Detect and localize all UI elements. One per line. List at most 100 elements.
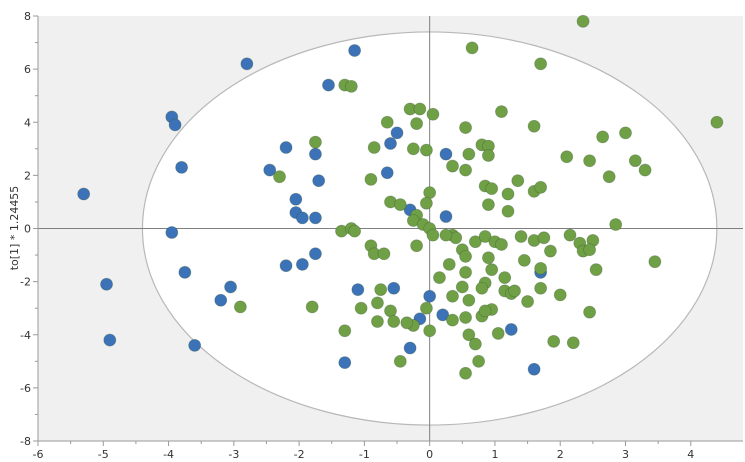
data-point-series-1 (527, 362, 541, 376)
data-point-series-2 (387, 315, 401, 328)
data-point-series-1 (168, 118, 182, 132)
data-point-series-1 (403, 341, 417, 355)
data-point-series-2 (433, 271, 446, 285)
data-point-series-2 (619, 126, 632, 140)
x-tick-label: 2 (557, 448, 564, 461)
data-point-series-1 (279, 259, 293, 273)
data-point-series-2 (446, 289, 459, 303)
data-point-series-2 (589, 263, 603, 277)
data-point-series-2 (583, 243, 596, 257)
data-point-series-2 (475, 281, 489, 295)
data-point-series-2 (508, 284, 521, 298)
data-point-series-2 (498, 271, 512, 285)
y-tick-label: -8 (20, 435, 31, 448)
data-point-series-2 (462, 328, 476, 342)
data-point-series-2 (628, 154, 642, 168)
data-point-series-1 (309, 147, 322, 161)
data-point-series-2 (495, 105, 508, 119)
data-point-series-2 (511, 174, 525, 188)
data-point-series-2 (384, 304, 397, 318)
data-point-series-2 (583, 305, 596, 319)
data-point-series-2 (273, 170, 286, 184)
data-point-series-1 (165, 226, 179, 239)
data-point-series-2 (393, 198, 407, 211)
data-point-series-2 (462, 293, 476, 307)
data-point-series-2 (459, 311, 472, 324)
x-tick-label: -1 (359, 448, 370, 461)
data-point-series-2 (442, 257, 456, 271)
data-point-series-1 (423, 289, 437, 303)
data-point-series-1 (504, 323, 518, 336)
data-point-series-1 (214, 293, 228, 307)
data-points (77, 14, 724, 380)
y-tick-label: -6 (20, 382, 31, 395)
data-point-series-1 (390, 126, 404, 140)
data-point-series-1 (289, 192, 303, 206)
data-point-series-2 (423, 186, 437, 200)
x-tick-label: 1 (491, 448, 498, 461)
data-point-series-2 (501, 204, 515, 218)
data-point-series-2 (534, 281, 548, 295)
data-point-series-2 (459, 249, 472, 263)
data-point-series-2 (583, 154, 596, 168)
data-point-series-1 (178, 265, 192, 279)
data-point-series-2 (602, 170, 616, 184)
data-point-series-2 (534, 261, 548, 275)
data-point-series-2 (459, 366, 472, 380)
data-point-series-1 (279, 141, 293, 154)
data-point-series-2 (420, 143, 433, 157)
data-point-series-2 (446, 159, 459, 173)
data-point-series-2 (305, 300, 319, 314)
data-point-series-2 (478, 304, 492, 318)
x-tick-label: 3 (622, 448, 629, 461)
data-point-series-2 (420, 196, 433, 210)
data-point-series-1 (295, 257, 309, 271)
data-point-series-1 (188, 338, 202, 352)
data-point-series-1 (240, 57, 254, 71)
x-tick-label: -3 (228, 448, 239, 461)
data-point-series-2 (596, 130, 610, 144)
y-axis-label: to[1] * 1.24455 (8, 186, 21, 271)
y-tick-label: 0 (24, 223, 31, 236)
y-tick-label: -2 (20, 276, 31, 289)
data-point-series-2 (547, 334, 561, 348)
data-point-series-2 (485, 182, 499, 196)
data-point-series-2 (410, 239, 424, 253)
data-point-series-1 (380, 166, 394, 180)
data-point-series-2 (566, 336, 580, 350)
data-point-series-1 (351, 283, 365, 296)
y-tick-label: 6 (24, 63, 31, 76)
x-tick-label: 4 (687, 448, 694, 461)
data-point-series-2 (468, 337, 482, 351)
y-tick-label: 2 (24, 169, 31, 182)
data-point-series-2 (495, 238, 508, 251)
data-point-series-2 (472, 354, 486, 368)
data-point-series-1 (384, 137, 397, 150)
data-point-series-2 (482, 198, 495, 211)
data-point-series-2 (380, 115, 394, 129)
data-point-series-2 (553, 288, 567, 302)
data-point-series-2 (534, 180, 548, 194)
data-point-series-2 (348, 224, 361, 238)
data-point-series-2 (410, 117, 424, 130)
x-tick-label: -2 (294, 448, 305, 461)
x-tick-label: 0 (426, 448, 433, 461)
data-point-series-2 (514, 230, 528, 243)
data-point-series-1 (439, 147, 453, 161)
data-point-series-2 (338, 324, 352, 338)
data-point-series-1 (439, 210, 453, 223)
data-point-series-2 (364, 172, 378, 186)
data-point-series-1 (103, 333, 117, 347)
data-point-series-2 (517, 253, 531, 267)
data-point-series-2 (462, 147, 476, 161)
data-point-series-2 (468, 235, 482, 249)
data-point-series-2 (459, 121, 472, 134)
data-point-series-2 (393, 354, 407, 368)
y-tick-label: 8 (24, 10, 31, 23)
data-point-series-2 (413, 102, 427, 116)
data-point-series-2 (309, 135, 322, 149)
data-point-series-2 (648, 255, 662, 269)
data-point-series-2 (446, 313, 459, 327)
